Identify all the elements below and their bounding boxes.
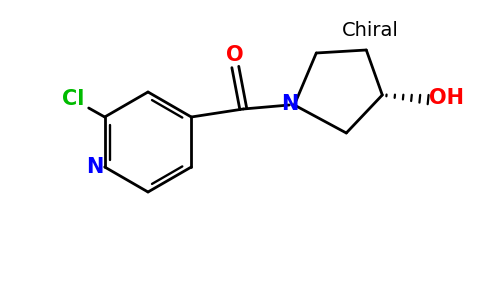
Text: Chiral: Chiral [342,20,398,40]
Text: N: N [86,157,104,177]
Text: O: O [227,45,244,65]
Text: N: N [282,94,299,114]
Text: Cl: Cl [61,89,84,109]
Text: OH: OH [429,88,464,108]
